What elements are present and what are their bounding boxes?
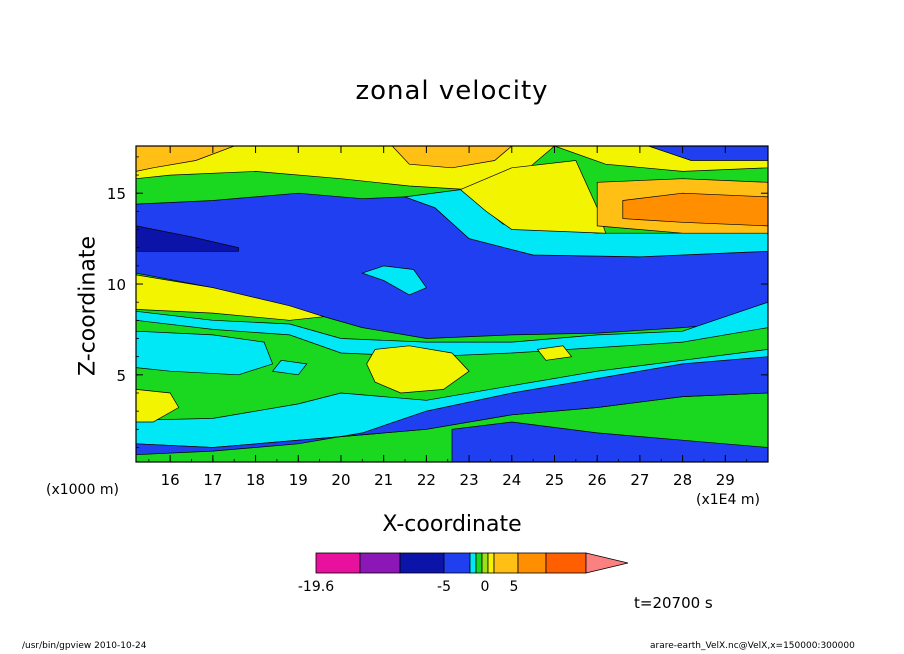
colorbar-tick-label: -5 [437, 579, 451, 595]
contour-region-orange [622, 192, 768, 227]
x-tick-label: 21 [374, 471, 393, 489]
colorbar-segment [399, 552, 445, 574]
contour-region-yellow [536, 345, 573, 361]
contour-region-yellow [136, 274, 325, 321]
colorbar-tick-label: 0 [481, 579, 490, 595]
x-tick-label: 25 [545, 471, 564, 489]
contour-region-cyan [361, 265, 427, 296]
contour-regions [136, 146, 768, 462]
x-units-label: (x1E4 m) [696, 492, 760, 508]
y-tick-label: 10 [107, 276, 126, 294]
x-tick-label: 29 [716, 471, 735, 489]
x-tick-label: 26 [588, 471, 607, 489]
y-axis-label: Z-coordinate [75, 236, 101, 376]
contour-region-cyan [271, 359, 308, 376]
colorbar-segment [359, 552, 401, 574]
x-tick-label: 24 [502, 471, 521, 489]
contour-region-cyan [136, 330, 274, 376]
contour-region-blue [451, 421, 768, 462]
x-tick-label: 18 [246, 471, 265, 489]
colorbar-segment [475, 552, 483, 574]
footer-left: /usr/bin/gpview 2010-10-24 [22, 641, 147, 651]
x-tick-label: 16 [161, 471, 180, 489]
colorbar-segment [469, 552, 477, 574]
x-axis-label: X-coordinate [382, 512, 522, 537]
contour-region-yellow [136, 389, 180, 423]
y-tick-label: 5 [116, 367, 126, 385]
colorbar: -19.6 -5 0 5 [298, 552, 629, 595]
x-tick-label: 27 [630, 471, 649, 489]
x-tick-label: 28 [673, 471, 692, 489]
colorbar-tick-label: -19.6 [298, 579, 334, 595]
colorbar-segment [493, 552, 519, 574]
colorbar-segment [517, 552, 547, 574]
x-tick-label: 19 [289, 471, 308, 489]
time-label: t=20700 s [634, 594, 713, 612]
y-units-label: (x1000 m) [46, 482, 119, 498]
plot-frame [135, 145, 769, 463]
contour-region-yellow [366, 345, 470, 394]
x-tick-label: 20 [331, 471, 350, 489]
contour-region-lightorange [136, 146, 235, 172]
contour-region-blue [136, 356, 768, 456]
colorbar-segment [545, 552, 587, 574]
colorbar-segment [443, 552, 471, 574]
x-tick-label: 17 [203, 471, 222, 489]
colorbar-tick-label: 5 [510, 579, 519, 595]
x-tick-label: 22 [417, 471, 436, 489]
y-axis: 5 10 15 [107, 156, 768, 448]
x-tick-label: 23 [460, 471, 479, 489]
contour-region-navy [136, 225, 239, 252]
y-tick-label: 15 [107, 185, 126, 203]
chart-title: zonal velocity [355, 76, 549, 106]
contour-region-blue [648, 146, 768, 161]
contour-region-lightorange [391, 146, 513, 169]
x-axis: 16 17 18 19 20 21 22 23 24 25 26 27 28 29 [148, 146, 748, 489]
footer-right: arare-earth_VelX.nc@VelX,x=150000:300000 [650, 641, 855, 651]
colorbar-extend-arrow [585, 552, 629, 574]
colorbar-segment [481, 552, 489, 574]
colorbar-segment [315, 552, 361, 574]
colorbar-segment [487, 552, 495, 574]
